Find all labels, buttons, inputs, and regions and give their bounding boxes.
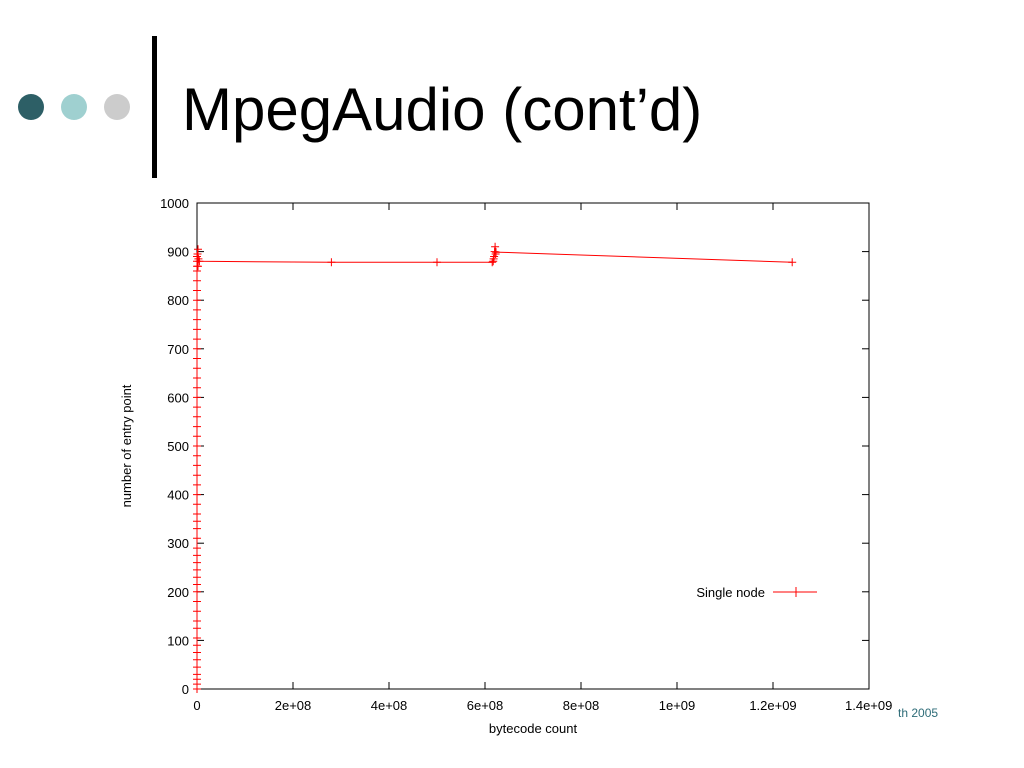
data-point-marker (193, 364, 201, 373)
x-tick-label: 2e+08 (275, 698, 312, 713)
x-tick-label: 4e+08 (371, 698, 408, 713)
data-point-marker (193, 383, 201, 392)
data-point-marker (193, 451, 201, 460)
series-line (196, 246, 793, 689)
data-point-marker (193, 471, 201, 480)
data-point-marker (193, 551, 201, 560)
data-point-marker (193, 634, 201, 642)
plot-frame (196, 202, 870, 690)
data-point-marker (193, 422, 201, 431)
y-tick-label: 400 (167, 488, 189, 503)
y-tick-label: 800 (167, 293, 189, 308)
data-point-marker (195, 257, 204, 266)
y-tick-label: 1000 (160, 196, 189, 211)
bullet-dot-dark (18, 94, 44, 120)
data-point-marker (193, 597, 201, 606)
series-single-node (193, 242, 797, 693)
data-point-marker (193, 393, 201, 402)
data-point-marker (193, 500, 201, 509)
data-point-marker (788, 258, 797, 267)
bullet-dot-teal (61, 94, 87, 120)
data-point-marker (193, 641, 201, 650)
data-point-marker (193, 617, 201, 625)
x-tick-label: 8e+08 (563, 698, 600, 713)
data-point-marker (193, 648, 201, 657)
data-point-marker (488, 258, 497, 267)
title-divider (152, 36, 157, 178)
data-point-marker (193, 412, 201, 421)
data-point-marker (193, 587, 201, 596)
data-point-marker (193, 624, 201, 633)
data-point-marker (193, 344, 201, 353)
y-tick-label: 100 (167, 633, 189, 648)
data-point-marker (193, 558, 201, 567)
x-tick-label: 1.2e+09 (749, 698, 796, 713)
x-tick-label: 1e+09 (659, 698, 696, 713)
y-axis-label: number of entry point (119, 384, 134, 507)
data-point-marker (433, 258, 441, 267)
data-point-marker (193, 517, 201, 526)
data-point-marker (193, 524, 201, 533)
data-point-marker (193, 490, 201, 499)
data-point-marker (491, 242, 500, 251)
y-tick-label: 200 (167, 585, 189, 600)
data-point-marker (193, 655, 201, 664)
data-point-marker (193, 432, 201, 441)
slide-title: MpegAudio (cont’d) (182, 76, 703, 143)
x-axis-label: bytecode count (489, 721, 578, 736)
data-point-marker (327, 258, 336, 267)
data-point-marker (193, 663, 201, 672)
y-tick-label: 500 (167, 439, 189, 454)
data-point-marker (193, 510, 201, 518)
y-tick-label: 700 (167, 342, 189, 357)
y-tick-label: 300 (167, 536, 189, 551)
data-point-marker (193, 565, 201, 574)
data-point-marker (193, 296, 201, 305)
x-tick-label: 0 (193, 698, 200, 713)
data-point-marker (193, 286, 201, 295)
legend-label: Single node (696, 585, 765, 600)
data-point-marker (193, 442, 201, 450)
data-point-marker (193, 403, 201, 412)
chart-legend: Single node (696, 585, 817, 600)
data-point-marker (193, 315, 201, 324)
x-tick-label: 1.4e+09 (845, 698, 892, 713)
data-point-marker (193, 335, 201, 344)
data-point-marker (193, 607, 201, 616)
legend-marker (791, 587, 801, 597)
x-tick-label: 6e+08 (467, 698, 504, 713)
data-point-marker (193, 276, 201, 285)
data-point-marker (193, 544, 201, 553)
data-point-marker (193, 670, 201, 679)
data-point-marker (193, 580, 201, 589)
data-point-marker (492, 248, 500, 257)
y-tick-label: 900 (167, 245, 189, 260)
data-point-marker (193, 374, 201, 382)
data-point-marker (193, 573, 201, 582)
footer-date: th 2005 (898, 706, 939, 720)
y-tick-label: 600 (167, 390, 189, 405)
y-tick-label: 0 (182, 682, 189, 697)
data-point-marker (193, 461, 201, 470)
bullet-dot-gray (104, 94, 130, 120)
data-point-marker (193, 534, 201, 543)
data-point-marker (194, 245, 202, 254)
x-axis: 0 2e+08 4e+08 6e+08 8e+08 1e+09 1.2e+09 1.4e+09 (193, 203, 892, 713)
y-axis: 0 100 200 300 400 500 600 700 800 900 1000 (160, 196, 869, 697)
data-point-marker (193, 354, 201, 363)
data-point-marker (193, 325, 201, 334)
data-point-marker (193, 305, 201, 314)
data-point-marker (194, 262, 202, 271)
data-point-marker (193, 480, 201, 489)
